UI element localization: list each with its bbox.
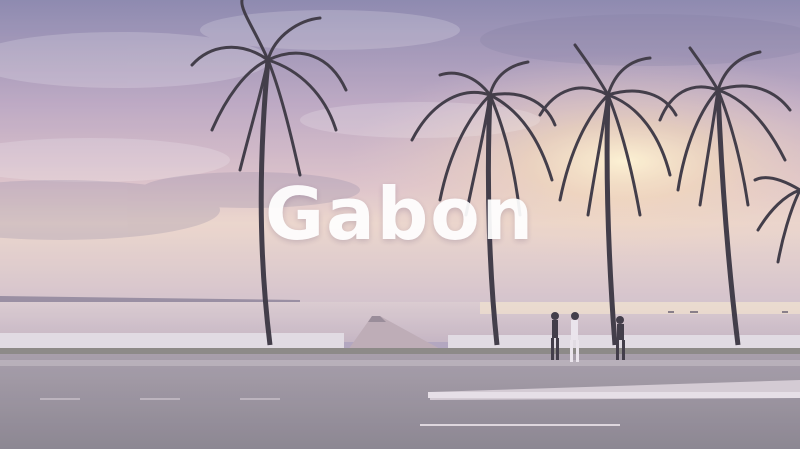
country-title: Gabon [265, 172, 535, 256]
people-silhouettes [551, 312, 625, 362]
